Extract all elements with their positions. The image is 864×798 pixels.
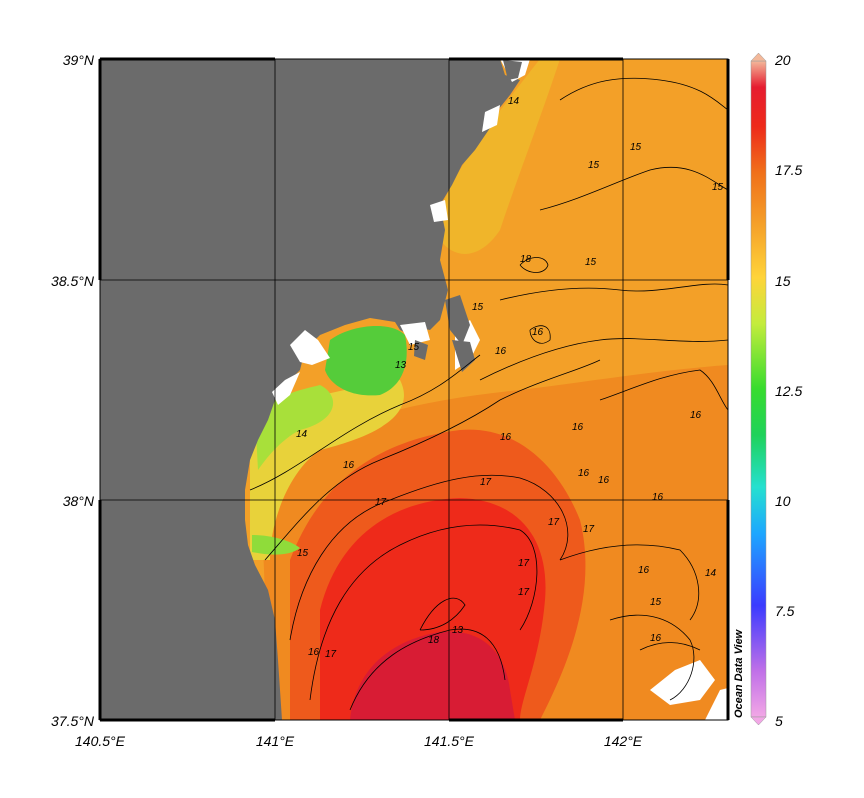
contours [249, 77, 728, 711]
lon-tick-label: 142°E [604, 733, 643, 749]
contour-label: 15 [630, 142, 642, 153]
green-strip [252, 535, 300, 555]
contour-label: 15 [588, 160, 600, 171]
plot-area: 14 15 15 15 15 15 15 16 16 16 16 16 16 1… [100, 59, 728, 720]
lat-tick-label: 38.5°N [51, 273, 95, 289]
north-yellow [440, 59, 560, 254]
contour-label: 17 [548, 517, 560, 528]
contour-label: 16 [500, 432, 512, 443]
lon-tick-label: 140.5°E [75, 733, 126, 749]
contour-label: 16 [343, 460, 355, 471]
islands [414, 60, 522, 372]
land [100, 59, 520, 720]
lat-tick-label: 39°N [63, 52, 95, 68]
contour-label: 18 [520, 254, 532, 265]
contour-label: 15 [712, 182, 724, 193]
contour-label: 16 [650, 633, 662, 644]
light-green-coast [255, 385, 334, 470]
brand-label: Ocean Data View [733, 628, 745, 718]
contour-label: 15 [585, 257, 597, 268]
contour-label: 17 [518, 558, 530, 569]
lon-axis-labels: 140.5°E 141°E 141.5°E 142°E [75, 733, 643, 749]
contour-label: 16 [638, 565, 650, 576]
contour-label: 16 [495, 346, 507, 357]
colorbar: 20 17.5 15 12.5 10 7.5 5 [750, 52, 802, 729]
contour-label: 17 [518, 587, 530, 598]
colorbar-tick-label: 10 [775, 493, 791, 509]
contour-label: 14 [508, 96, 520, 107]
colorbar-bottom-arrow [750, 716, 767, 726]
contour-label: 15 [650, 597, 662, 608]
contour-label: 13 [452, 625, 464, 636]
contour-label: 16 [690, 410, 702, 421]
plot-frame [99, 58, 729, 721]
graticule [100, 59, 728, 720]
colorbar-tick-label: 5 [775, 713, 783, 729]
lat-tick-label: 37.5°N [51, 713, 95, 729]
contour-label: 16 [532, 327, 544, 338]
contour-label: 16 [308, 647, 320, 658]
contour-label: 15 [408, 342, 420, 353]
contour-labels: 14 15 15 15 15 15 15 16 16 16 16 16 16 1… [296, 96, 724, 660]
contour-label: 17 [325, 649, 337, 660]
contour-label: 14 [705, 568, 717, 579]
lon-tick-label: 141.5°E [424, 733, 475, 749]
contour-label: 16 [652, 492, 664, 503]
hot-core [350, 631, 515, 720]
contour-label: 17 [583, 524, 595, 535]
contour-label: 16 [578, 468, 590, 479]
colorbar-tick-label: 20 [774, 52, 791, 68]
green-patch [325, 325, 407, 396]
contour-label: 18 [428, 635, 440, 646]
contour-label: 16 [572, 422, 584, 433]
contour-label: 17 [480, 477, 492, 488]
lat-tick-label: 38°N [63, 493, 95, 509]
contour-label: 15 [297, 548, 309, 559]
missing-data [272, 59, 728, 720]
colorbar-tick-label: 12.5 [775, 383, 802, 399]
colorbar-tick-label: 17.5 [775, 162, 802, 178]
lat-axis-labels: 39°N 38.5°N 38°N 37.5°N [51, 52, 95, 729]
contour-label: 14 [296, 429, 308, 440]
frame-ticks [98, 57, 730, 722]
contour-label: 15 [472, 302, 484, 313]
lon-tick-label: 141°E [256, 733, 295, 749]
colorbar-tick-label: 7.5 [775, 603, 795, 619]
colorbar-top-arrow [750, 52, 767, 62]
contour-label: 17 [375, 497, 387, 508]
contour-label: 16 [598, 475, 610, 486]
colorbar-tick-label: 15 [775, 273, 791, 289]
colorbar-gradient [750, 60, 767, 718]
contour-label: 13 [395, 360, 407, 371]
